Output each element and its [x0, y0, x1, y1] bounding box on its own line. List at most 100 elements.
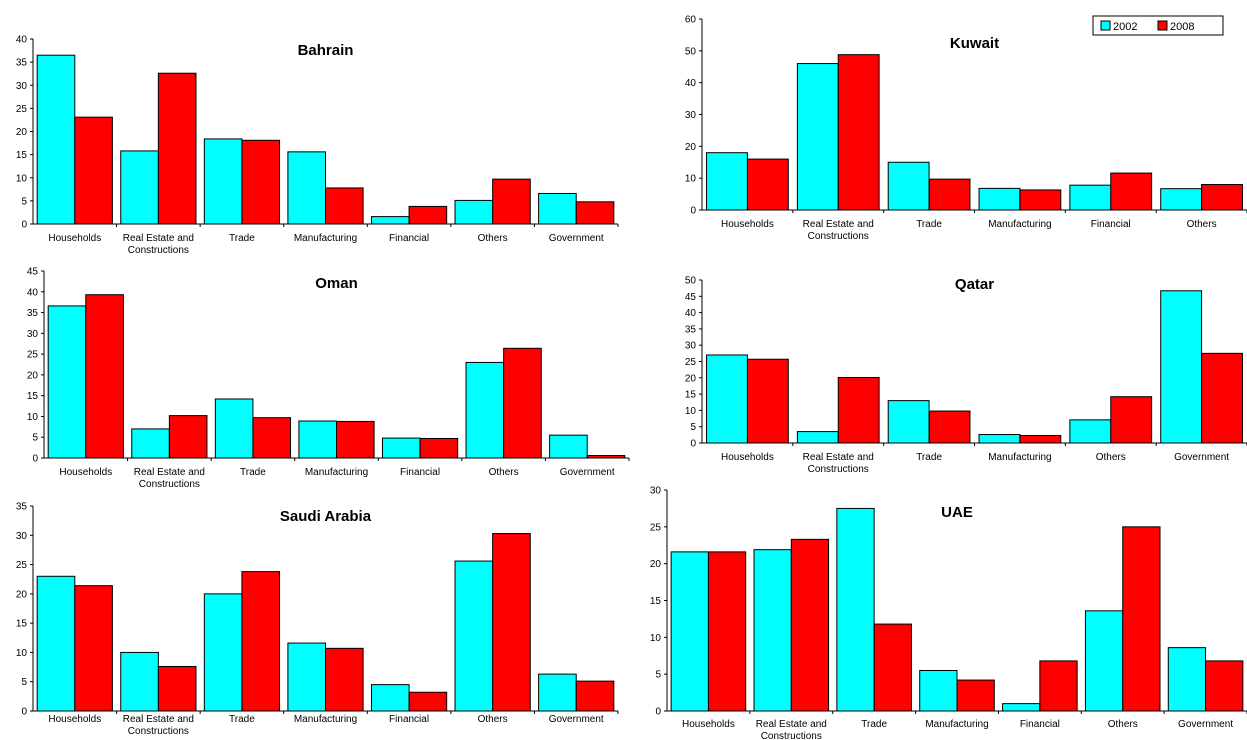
y-tick-label: 30 — [650, 486, 662, 497]
y-tick-label: 40 — [16, 35, 28, 46]
category-label: Government — [1178, 719, 1233, 730]
category-label: Others — [489, 467, 519, 478]
legend-label-2008: 2008 — [1170, 21, 1194, 33]
category-label: Financial — [400, 467, 440, 478]
category-label: Financial — [1091, 219, 1131, 230]
bar-2002-4 — [381, 437, 421, 459]
bar-2008-5 — [503, 347, 542, 459]
bar-2008-1 — [157, 665, 197, 712]
bar-2002-1 — [120, 651, 159, 712]
category-label: Real Estate and Constructions — [803, 219, 874, 242]
y-tick-label: 50 — [685, 46, 697, 57]
y-tick-label: 0 — [21, 220, 27, 231]
y-tick-label: 50 — [685, 276, 697, 287]
category-label: Trade — [916, 219, 942, 230]
category-label: Households — [721, 452, 774, 463]
bar-2002-4 — [1069, 184, 1112, 211]
category-label: Government — [549, 233, 604, 244]
y-tick-label: 10 — [685, 406, 697, 417]
bar-2002-5 — [1160, 188, 1203, 211]
y-tick-label: 30 — [16, 531, 28, 542]
y-tick-label: 40 — [685, 308, 697, 319]
y-tick-label: 20 — [685, 373, 697, 384]
bar-2002-1 — [796, 431, 839, 444]
bar-2002-5 — [454, 560, 494, 712]
bar-2002-2 — [214, 398, 254, 459]
bar-2002-3 — [978, 187, 1021, 211]
y-tick-label: 25 — [16, 104, 28, 115]
bar-2002-6 — [538, 673, 577, 712]
category-label: Manufacturing — [925, 719, 988, 730]
y-tick-label: 35 — [27, 308, 39, 319]
bar-2008-1 — [837, 54, 880, 211]
category-label: Financial — [389, 233, 429, 244]
chart-panel-5: 0 5 10 15 20 25 30 UAE Households Real Estate and… — [650, 486, 1247, 740]
legend: 2002 2008 — [1092, 15, 1224, 36]
bar-2002-0 — [706, 354, 748, 444]
y-tick-label: 15 — [650, 596, 662, 607]
chart-panel-1: 0 10 20 30 40 50 60 Kuwait Households Real Estate… — [685, 15, 1247, 242]
bar-2008-2 — [928, 178, 971, 211]
bar-2002-3 — [287, 151, 326, 225]
bar-2008-5 — [1122, 526, 1161, 712]
category-label: Real Estate and Constructions — [123, 714, 194, 737]
bar-2002-1 — [120, 150, 159, 225]
bar-2008-0 — [74, 116, 113, 225]
bar-2002-5 — [1160, 290, 1203, 444]
category-label: Financial — [1020, 719, 1060, 730]
y-tick-label: 5 — [21, 196, 27, 207]
bar-2002-4 — [1069, 419, 1112, 444]
bar-2002-2 — [836, 507, 875, 712]
category-label: Others — [1187, 219, 1217, 230]
bar-2008-2 — [252, 417, 292, 459]
bar-2008-6 — [575, 680, 615, 712]
y-tick-label: 25 — [650, 522, 662, 533]
y-tick-label: 0 — [655, 707, 661, 718]
bar-2008-6 — [1205, 660, 1244, 712]
category-label: Manufacturing — [305, 467, 368, 478]
bar-2008-6 — [586, 455, 626, 459]
bar-2008-4 — [1110, 396, 1153, 444]
y-tick-label: 30 — [685, 110, 697, 121]
chart-panel-2: 0 5 10 15 20 25 30 35 40 45 Oman Households Real Est… — [27, 267, 630, 490]
y-tick-label: 20 — [16, 589, 28, 600]
category-label: Real Estate and Constructions — [134, 467, 205, 490]
y-tick-label: 0 — [32, 454, 38, 465]
bar-2002-2 — [887, 400, 930, 444]
bar-2008-4 — [408, 205, 448, 225]
chart-title: UAE — [941, 504, 973, 521]
bar-2002-6 — [1167, 647, 1207, 712]
y-tick-label: 60 — [685, 15, 697, 26]
y-tick-label: 15 — [16, 619, 28, 630]
bar-2002-0 — [47, 305, 87, 459]
y-tick-label: 15 — [685, 390, 697, 401]
bar-2002-3 — [298, 420, 337, 459]
bar-2002-6 — [538, 192, 577, 225]
y-tick-label: 35 — [16, 502, 28, 513]
category-label: Households — [721, 219, 774, 230]
bar-2002-0 — [670, 551, 709, 712]
y-tick-label: 25 — [27, 350, 39, 361]
y-tick-label: 25 — [16, 560, 28, 571]
bar-2008-3 — [1019, 189, 1062, 211]
category-label: Government — [560, 467, 615, 478]
bar-2002-1 — [796, 63, 839, 211]
category-label: Manufacturing — [294, 233, 357, 244]
category-label: Trade — [861, 719, 887, 730]
y-tick-label: 5 — [655, 670, 661, 681]
bar-2008-2 — [873, 623, 912, 712]
bar-2002-4 — [1002, 703, 1041, 712]
y-tick-label: 0 — [690, 439, 696, 450]
bar-2002-4 — [370, 216, 410, 225]
category-label: Trade — [229, 714, 255, 725]
category-label: Manufacturing — [988, 452, 1051, 463]
y-tick-label: 45 — [27, 267, 39, 278]
bar-2008-2 — [928, 410, 971, 444]
category-label: Others — [1096, 452, 1126, 463]
bar-2008-0 — [746, 358, 789, 444]
y-tick-label: 0 — [21, 707, 27, 718]
y-tick-label: 5 — [690, 422, 696, 433]
bar-2008-4 — [419, 437, 459, 459]
y-tick-label: 10 — [650, 633, 662, 644]
